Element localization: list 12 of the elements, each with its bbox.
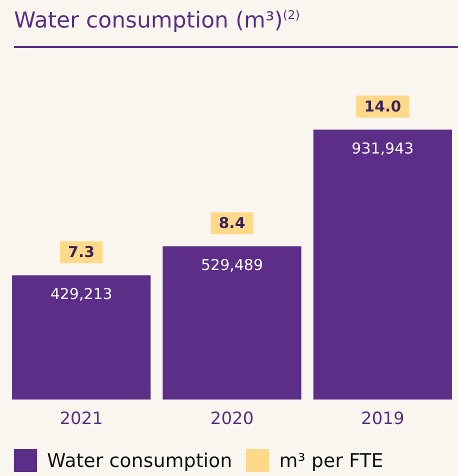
x-tick-label: 2020: [210, 409, 254, 430]
legend-label: Water consumption: [47, 450, 232, 472]
x-tick-label: 2019: [361, 409, 404, 430]
data-label: 529,489: [200, 256, 264, 274]
data-label: 429,213: [50, 285, 112, 304]
annotation: 8.4: [218, 214, 246, 232]
annotation: 7.3: [68, 243, 95, 262]
x-tick-label: 2021: [60, 409, 103, 430]
data-label: 931,943: [352, 140, 414, 158]
annotation: 14.0: [364, 98, 402, 116]
chart-title: Water consumption (m³)$^{(2)}$: [14, 8, 300, 34]
text: m³ per FTE: [279, 450, 384, 472]
